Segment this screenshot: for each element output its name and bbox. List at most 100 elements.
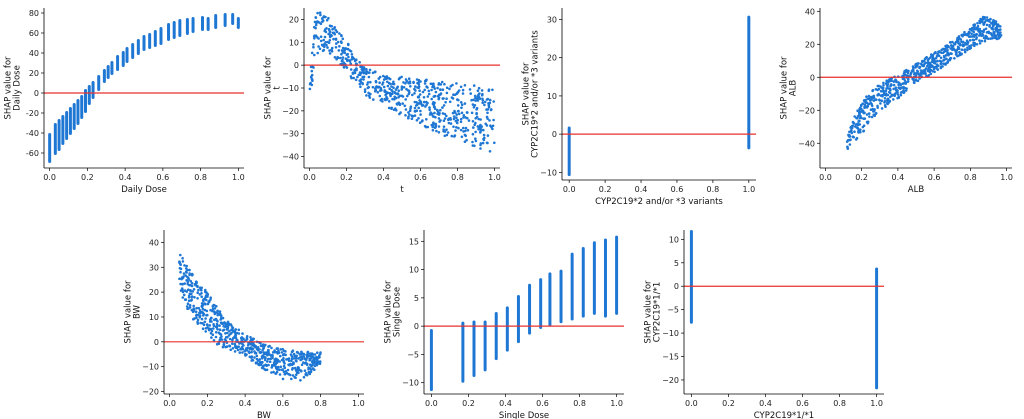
scatter-point [865,95,868,98]
y-tick-label: −10 [282,84,299,93]
y-tick-label: −20 [142,388,159,397]
scatter-point [312,45,315,49]
point-strip [84,89,88,113]
scatter-point [465,111,469,114]
scatter-point [927,57,931,61]
y-axis-label-line: ALB [789,80,799,97]
scatter-point [889,84,892,88]
scatter-point [988,23,991,27]
scatter-point [856,115,860,118]
scatter-point [181,257,184,260]
scatter-point [299,379,302,382]
scatter-point [442,128,445,131]
scatter-point [263,344,266,348]
scatter-point [857,131,860,134]
scatter-point [427,89,431,93]
scatter-point [897,95,901,99]
scatter-point [391,82,395,85]
scatter-point [892,98,895,101]
scatter-point [249,346,252,350]
scatter-point [206,292,209,296]
scatter-point [945,57,948,61]
x-tick-label: 1.0 [610,399,623,408]
scatter-point [437,117,441,120]
point-strip [223,13,227,27]
scatter-point [185,264,188,268]
scatter-point [951,48,954,51]
scatter-point [304,361,308,364]
scatter-point [457,126,460,130]
scatter-point [184,274,187,277]
scatter-point [222,324,225,328]
scatter-point [472,106,476,109]
scatter-point [314,16,317,19]
scatter-point [250,350,253,354]
scatter-point [350,55,354,59]
scatter-point [363,71,366,74]
point-strip [875,267,879,390]
scatter-point [999,34,1003,37]
scatter-point [463,140,467,143]
scatter-point [187,296,191,299]
scatter-point [219,318,222,321]
scatter-point [991,25,995,28]
scatter-point [283,372,287,376]
scatter-point [231,330,235,333]
scatter-point [473,123,476,127]
scatter-point [317,45,320,48]
scatter-point [260,344,264,348]
scatter-point [870,115,874,119]
y-axis-label-line: SHAP value for [779,56,789,120]
scatter-point [316,20,319,23]
scatter-point [439,119,442,122]
scatter-point [214,317,218,321]
scatter-point [934,51,937,54]
y-tick-label: 0 [414,322,419,331]
scatter-point [357,73,360,77]
scatter-point [456,98,459,101]
scatter-point [186,282,189,286]
point-strip [116,55,120,71]
scatter-point [190,282,194,285]
data-points [689,230,879,390]
scatter-point [281,353,285,357]
scatter-point [322,15,326,18]
scatter-point [210,320,213,323]
x-tick-label: 0.0 [563,185,576,194]
scatter-point [876,104,879,108]
scatter-point [237,328,241,332]
scatter-point [211,309,214,313]
scatter-point [328,30,332,34]
x-tick-label: 0.0 [425,399,438,408]
scatter-point [956,54,959,58]
scatter-point [473,104,477,107]
scatter-point [436,110,440,113]
scatter-point [313,364,317,368]
scatter-point [902,85,905,89]
scatter-point [403,104,407,108]
point-strip [236,17,240,29]
y-tick-label: 10 [669,235,679,244]
scatter-point [290,363,294,366]
x-tick-label: 0.8 [573,399,586,408]
scatter-point [463,84,467,87]
scatter-point [228,344,232,348]
scatter-point [923,68,927,72]
point-strip [148,33,152,49]
scatter-point [894,86,898,89]
scatter-point [469,92,472,95]
scatter-point [389,82,392,86]
scatter-point [861,109,865,112]
x-tick-label: 0.4 [239,399,252,408]
scatter-point [237,332,241,335]
point-strip [505,306,509,352]
point-strip [603,238,607,318]
y-axis-label-line: SHAP value for [263,56,273,120]
scatter-point [293,366,297,370]
data-points [567,15,751,177]
y-axis-label-line: Daily Dose [13,65,23,111]
x-tick-label: 0.6 [157,173,170,182]
y-axis-label-line: SHAP value for [3,56,13,120]
scatter-point [928,64,932,67]
scatter-point [185,271,188,274]
